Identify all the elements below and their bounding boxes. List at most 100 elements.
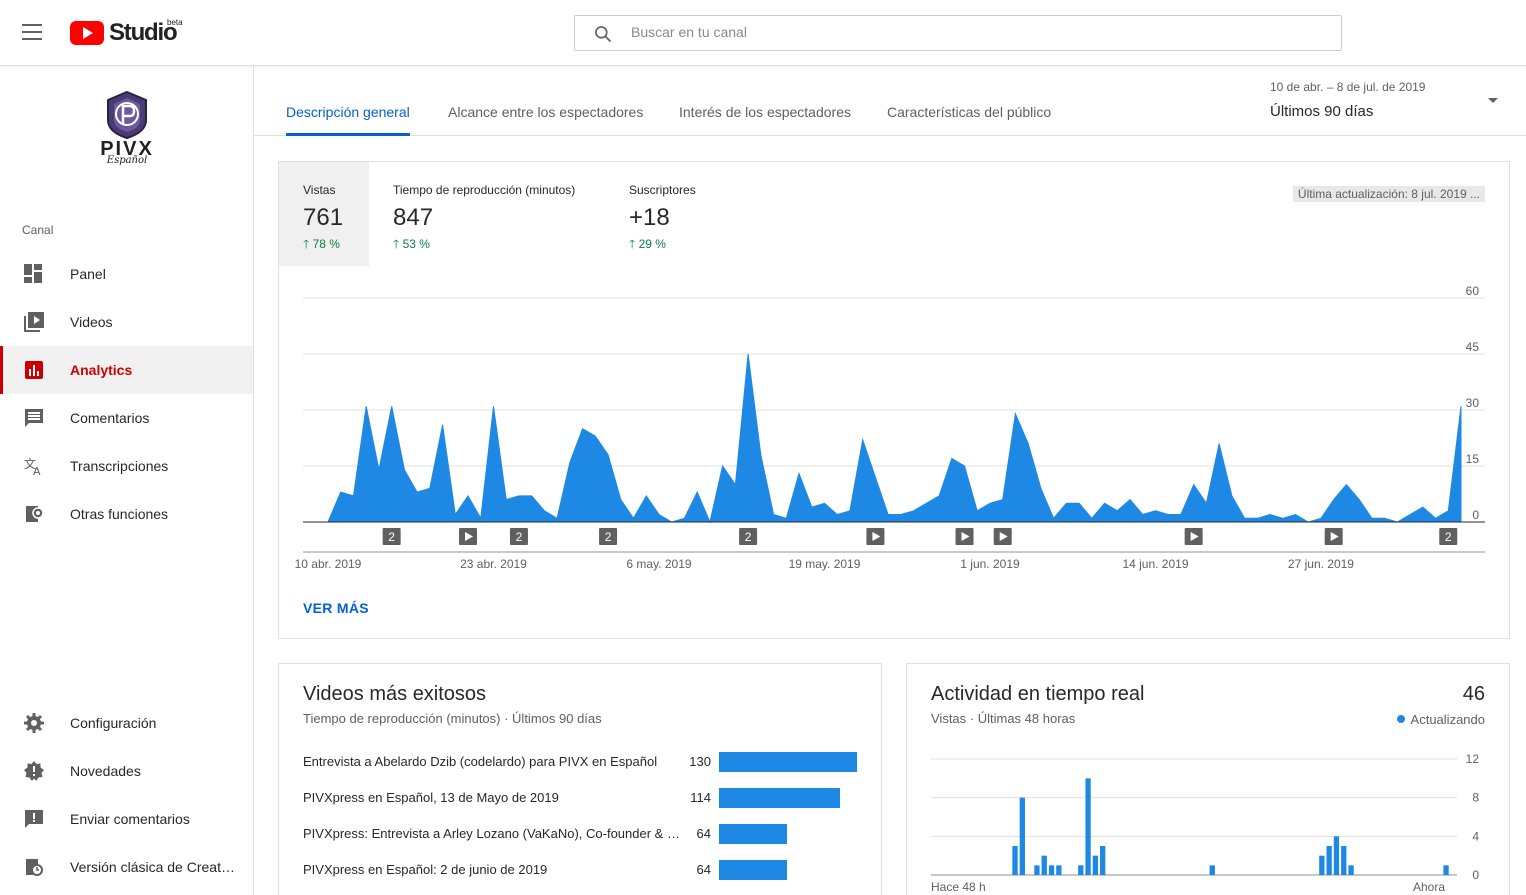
sidebar-item-send-feedback[interactable]: Enviar comentarios bbox=[0, 795, 253, 843]
channel-subtitle: Español bbox=[106, 155, 148, 166]
sidebar-item-videos[interactable]: Videos bbox=[0, 298, 253, 346]
card-title: Videos más exitosos bbox=[303, 683, 487, 705]
arrow-up-icon: 🡑 bbox=[303, 237, 313, 251]
other-features-icon bbox=[26, 506, 44, 522]
top-video-row[interactable]: PIVXpress en Español, 13 de Mayo de 2019… bbox=[303, 787, 859, 809]
svg-text:2: 2 bbox=[605, 530, 612, 544]
metric-change-value: 53 % bbox=[402, 237, 430, 251]
video-marker-play-icon bbox=[459, 528, 478, 545]
video-marker-count: 2 bbox=[1439, 528, 1458, 545]
metric-value: 847 bbox=[393, 204, 434, 231]
sidebar-item-label: Enviar comentarios bbox=[70, 811, 190, 827]
sidebar-item-classic-studio[interactable]: Versión clásica de Creat… bbox=[0, 843, 253, 891]
card-subtitle: Tiempo de reproducción (minutos) · Últim… bbox=[303, 711, 602, 726]
youtube-play-icon bbox=[70, 21, 104, 45]
x-label-end: Ahora bbox=[1413, 880, 1445, 894]
sidebar-item-label: Novedades bbox=[70, 763, 141, 779]
sidebar-item-label: Versión clásica de Creat… bbox=[70, 859, 235, 875]
top-video-row[interactable]: PIVXpress en Español: 2 de junio de 2019… bbox=[303, 859, 859, 881]
views-chart: 0 15 30 45 60 2 2 2 2 2 10 abr. 2019 23 abr. 2019 6 … bbox=[295, 284, 1485, 571]
realtime-bar bbox=[1443, 865, 1449, 875]
tab-engagement[interactable]: Interés de los espectadores bbox=[679, 104, 851, 120]
video-marker-play-icon bbox=[866, 528, 885, 545]
video-title: PIVXpress: Entrevista a Arley Lozano (Va… bbox=[303, 826, 683, 841]
realtime-bar bbox=[1048, 865, 1055, 875]
sidebar-item-label: Panel bbox=[70, 266, 106, 282]
metric-label: Tiempo de reproducción (minutos) bbox=[393, 183, 576, 197]
x-label-start: Hace 48 h bbox=[931, 880, 986, 894]
metric-label: Suscriptores bbox=[629, 183, 696, 197]
metric-value: 761 bbox=[303, 204, 344, 231]
y-tick-label: 45 bbox=[1466, 340, 1480, 354]
channel-avatar[interactable]: PIVX Español bbox=[92, 90, 162, 180]
realtime-bar bbox=[1041, 855, 1047, 875]
metric-label: Vistas bbox=[303, 183, 336, 197]
tab-audience[interactable]: Características del público bbox=[887, 104, 1052, 120]
realtime-chart: 0 4 8 12 Hace 48 h Ahora bbox=[931, 752, 1479, 894]
realtime-bar bbox=[1209, 865, 1215, 875]
last-update-badge: Última actualización: 8 jul. 2019 ... bbox=[1292, 186, 1485, 202]
see-more-link[interactable]: VER MÁS bbox=[303, 600, 369, 616]
video-marker-play-icon bbox=[955, 528, 974, 545]
video-title: PIVXpress en Español: 2 de junio de 2019 bbox=[303, 862, 548, 877]
sidebar-item-other-features[interactable]: Otras funciones bbox=[0, 490, 253, 538]
sidebar-item-whats-new[interactable]: Novedades bbox=[0, 747, 253, 795]
x-tick-label: 6 may. 2019 bbox=[626, 557, 691, 571]
realtime-status-label: Actualizando bbox=[1410, 712, 1485, 727]
metric-views[interactable]: Vistas 761 🡑 78 % bbox=[279, 162, 369, 266]
sidebar-item-settings[interactable]: Configuración bbox=[0, 699, 253, 747]
whats-new-icon bbox=[24, 761, 44, 781]
y-tick-label: 0 bbox=[1472, 508, 1479, 522]
realtime-card: Actividad en tiempo real Vistas · Última… bbox=[906, 663, 1510, 895]
realtime-bar bbox=[1085, 778, 1091, 875]
search-box[interactable] bbox=[574, 15, 1342, 51]
metric-watch-time[interactable]: Tiempo de reproducción (minutos) 847 🡑 5… bbox=[369, 162, 605, 266]
date-range-dates: 10 de abr. – 8 de jul. de 2019 bbox=[1270, 80, 1426, 94]
svg-text:2: 2 bbox=[388, 530, 395, 544]
sidebar-item-panel[interactable]: Panel bbox=[0, 250, 253, 298]
chevron-down-icon bbox=[1488, 98, 1498, 103]
metric-change: 🡑 78 % bbox=[303, 235, 340, 256]
search-input[interactable] bbox=[631, 24, 1231, 40]
comments-icon bbox=[25, 409, 43, 427]
dashboard-icon bbox=[24, 264, 42, 283]
video-value-bar bbox=[719, 752, 857, 772]
metric-change-value: 78 % bbox=[312, 237, 340, 251]
gear-icon bbox=[24, 713, 44, 733]
realtime-bar bbox=[1100, 846, 1106, 875]
channel-name: PIVX bbox=[100, 138, 154, 160]
x-tick-label: 1 jun. 2019 bbox=[960, 557, 1020, 571]
translate-icon: 文A bbox=[24, 456, 41, 476]
realtime-bar bbox=[1056, 865, 1062, 875]
top-video-row[interactable]: PIVXpress: Entrevista a Arley Lozano (Va… bbox=[303, 823, 859, 845]
metric-subscribers[interactable]: Suscriptores +18 🡑 29 % bbox=[605, 162, 725, 266]
realtime-bar bbox=[1333, 836, 1340, 875]
sidebar-item-label: Otras funciones bbox=[70, 506, 169, 522]
sidebar-item-comments[interactable]: Comentarios bbox=[0, 394, 253, 442]
analytics-tabs: Descripción general Alcance entre los es… bbox=[254, 66, 1526, 136]
studio-wordmark: Studio bbox=[109, 19, 178, 46]
y-tick-label: 4 bbox=[1472, 829, 1479, 843]
hamburger-menu-icon[interactable] bbox=[22, 24, 46, 42]
video-marker-play-icon bbox=[1324, 528, 1343, 545]
overview-card: Vistas 761 🡑 78 % Tiempo de reproducción… bbox=[278, 161, 1510, 639]
tab-reach[interactable]: Alcance entre los espectadores bbox=[448, 104, 644, 120]
realtime-bar bbox=[1319, 855, 1325, 875]
youtube-studio-logo[interactable]: Studio beta bbox=[70, 18, 183, 46]
svg-text:文: 文 bbox=[24, 456, 36, 471]
arrow-up-icon: 🡑 bbox=[393, 237, 403, 251]
tab-overview[interactable]: Descripción general bbox=[286, 104, 410, 136]
y-tick-label: 8 bbox=[1472, 791, 1479, 805]
realtime-bar bbox=[1012, 846, 1018, 875]
x-tick-label: 23 abr. 2019 bbox=[460, 557, 527, 571]
top-video-row[interactable]: Entrevista a Abelardo Dzib (codelardo) p… bbox=[303, 751, 859, 773]
metric-change-value: 29 % bbox=[638, 237, 666, 251]
video-marker-play-icon bbox=[993, 528, 1012, 545]
video-marker-play-icon bbox=[1184, 528, 1203, 545]
sidebar-item-analytics[interactable]: Analytics bbox=[0, 346, 253, 394]
realtime-bar bbox=[1034, 865, 1040, 875]
date-range-selector[interactable]: 10 de abr. – 8 de jul. de 2019 Últimos 9… bbox=[1270, 80, 1506, 126]
video-value-bar bbox=[719, 824, 787, 844]
video-marker-count: 2 bbox=[599, 528, 618, 545]
